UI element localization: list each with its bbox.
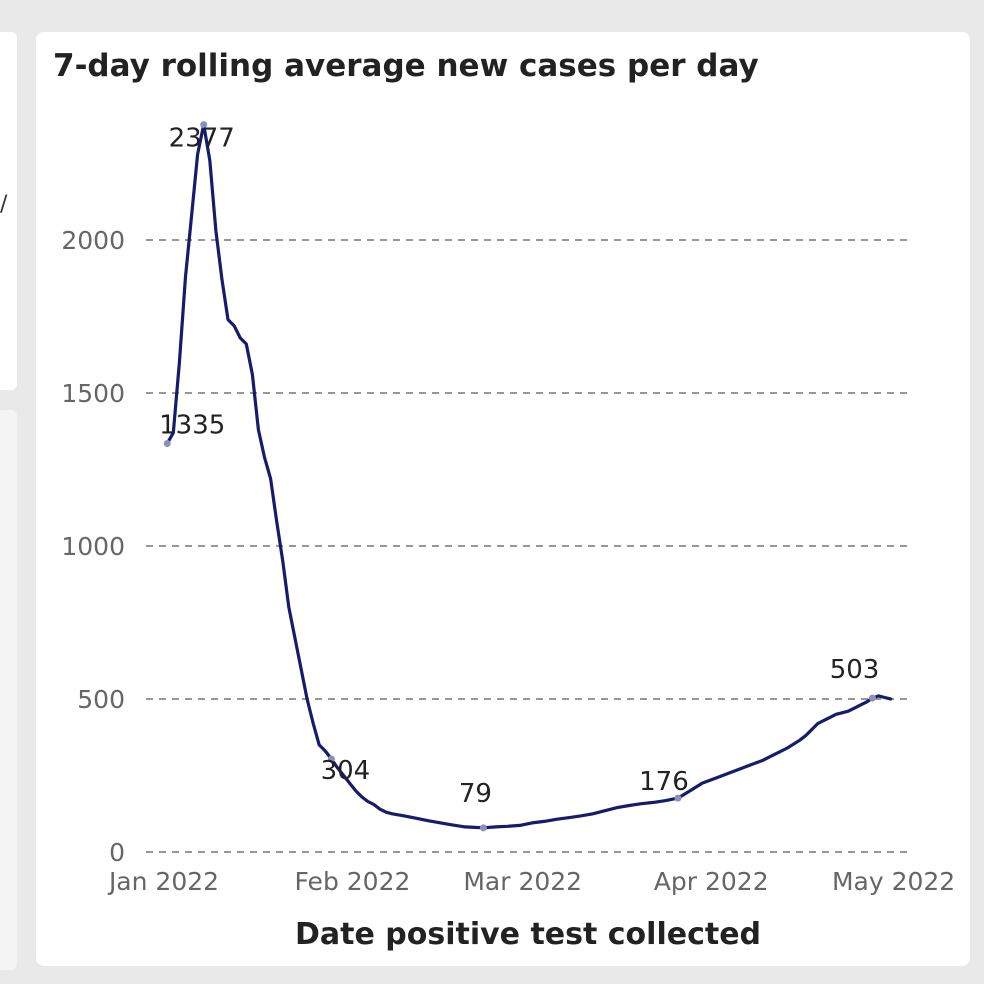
adjacent-card-bottom xyxy=(0,410,17,970)
adjacent-card-top: / xyxy=(0,32,17,390)
data-point-marker xyxy=(479,824,487,832)
line-chart: 0 500 1000 1500 2000 Jan 2022 Feb 2022 Mar 202… xyxy=(61,121,955,952)
data-label: 176 xyxy=(639,767,689,797)
y-tick-label: 500 xyxy=(77,685,125,714)
x-tick-label: Apr 2022 xyxy=(654,867,769,896)
y-tick-label: 0 xyxy=(109,838,125,867)
y-tick-label: 2000 xyxy=(61,226,125,255)
x-axis-ticks: Jan 2022 Feb 2022 Mar 2022 Apr 2022 May 2022 xyxy=(107,867,955,896)
data-point-marker xyxy=(200,121,208,129)
chart-card: 7-day rolling average new cases per day … xyxy=(36,32,970,966)
series-group xyxy=(165,123,893,830)
data-label: 79 xyxy=(459,779,492,809)
gridlines xyxy=(146,239,911,853)
data-label: 503 xyxy=(830,655,880,685)
y-tick-label: 1500 xyxy=(61,379,125,408)
x-tick-label: Jan 2022 xyxy=(107,867,219,896)
adjacent-card-edge-glyph: / xyxy=(0,192,8,217)
data-label: 2377 xyxy=(169,124,235,154)
data-label: 304 xyxy=(321,756,371,786)
data-label: 1335 xyxy=(159,410,225,440)
y-tick-label: 1000 xyxy=(61,532,125,561)
x-axis-title: Date positive test collected xyxy=(295,917,761,952)
data-point-marker xyxy=(869,694,877,702)
series-line xyxy=(165,123,893,830)
x-tick-label: Mar 2022 xyxy=(463,867,582,896)
data-point-marker xyxy=(163,439,171,447)
chart-title: 7-day rolling average new cases per day xyxy=(53,48,759,84)
x-tick-label: May 2022 xyxy=(832,867,955,896)
data-point-marker xyxy=(327,755,335,763)
data-labels: 1335 2377 304 79 176 503 xyxy=(159,121,880,832)
x-tick-label: Feb 2022 xyxy=(295,867,411,896)
y-axis-ticks: 0 500 1000 1500 2000 xyxy=(61,226,125,867)
data-point-marker xyxy=(674,794,682,802)
